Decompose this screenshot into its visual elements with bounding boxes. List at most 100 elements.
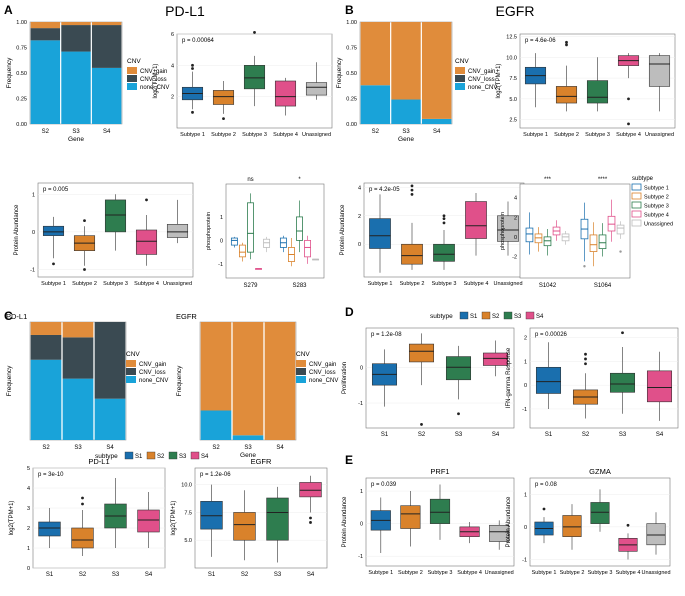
outlier-point bbox=[565, 40, 568, 44]
box bbox=[212, 90, 235, 105]
box bbox=[200, 501, 223, 530]
chart-title: GZMA bbox=[589, 467, 611, 476]
bar-cnv-gain bbox=[391, 22, 421, 100]
x-axis-label: Gene bbox=[240, 452, 256, 459]
legend-swatch bbox=[631, 210, 642, 218]
box bbox=[266, 497, 289, 541]
x-tick-label: S4 bbox=[307, 572, 315, 578]
chart-E1: -1 0 1 Subtype 1 Subtype 2 Subtype 3 Subtype 4… bbox=[342, 467, 515, 576]
x-axis-label: Gene bbox=[398, 136, 414, 143]
y-tick-label: -1 bbox=[358, 401, 363, 407]
bar-none-cnv bbox=[91, 67, 122, 124]
legend-title: subtype bbox=[430, 313, 453, 320]
p-value-annotation: p = 4.6e-06 bbox=[525, 38, 556, 44]
significance-label: ns bbox=[247, 177, 253, 183]
legend-swatch bbox=[124, 451, 134, 460]
bar-cnv-loss bbox=[61, 25, 91, 52]
legend-swatch bbox=[127, 67, 137, 74]
legend-swatch bbox=[146, 451, 156, 460]
outlier-point bbox=[145, 198, 148, 202]
x-tick-label: S1 bbox=[381, 432, 389, 438]
outlier-point bbox=[584, 352, 587, 356]
y-tick-label: -2 bbox=[512, 254, 517, 260]
bar-cnv-gain bbox=[62, 322, 94, 338]
x-tick-label: S3 bbox=[402, 129, 410, 135]
legend-swatch bbox=[296, 360, 306, 367]
box bbox=[433, 243, 455, 262]
significance-label: * bbox=[298, 177, 301, 183]
outlier-point bbox=[191, 63, 194, 67]
legend-label: CNV_loss bbox=[140, 77, 167, 83]
legend-swatch bbox=[525, 311, 535, 320]
outlier-point bbox=[83, 268, 86, 271]
bar-cnv-gain bbox=[61, 22, 91, 26]
y-axis-label: Protein Abundance bbox=[506, 496, 512, 547]
outlier-point bbox=[81, 502, 84, 506]
x-tick-label: Unassigned bbox=[485, 570, 514, 576]
box bbox=[429, 498, 451, 524]
x-tick-label: Subtype 2 bbox=[72, 281, 97, 287]
box bbox=[525, 227, 534, 243]
box bbox=[589, 234, 598, 252]
legend-title: subtype bbox=[632, 176, 654, 182]
x-tick-label: Subtype 2 bbox=[554, 132, 579, 138]
legend-title: CNV bbox=[126, 351, 140, 358]
legend-swatch bbox=[459, 311, 469, 320]
box bbox=[230, 237, 238, 246]
bar-none-cnv bbox=[30, 359, 62, 440]
legend-swatch bbox=[296, 376, 306, 383]
y-axis-label: log2(TPM+1) bbox=[496, 64, 502, 99]
box bbox=[535, 366, 562, 394]
box bbox=[497, 215, 519, 242]
y-tick-label: 1 bbox=[220, 215, 223, 221]
x-tick-label: S283 bbox=[292, 283, 307, 289]
y-axis-label: Protein Abundance bbox=[340, 204, 346, 255]
x-tick-label: Subtype 1 bbox=[532, 570, 557, 576]
y-tick-label: 4 bbox=[171, 63, 174, 69]
box bbox=[38, 521, 61, 537]
bar-none-cnv bbox=[94, 398, 126, 440]
x-tick-label: S4 bbox=[656, 432, 664, 438]
p-value-annotation: p = 1.2e-08 bbox=[371, 332, 402, 338]
x-tick-label: Subtype 4 bbox=[464, 281, 489, 287]
x-tick-label: Subtype 3 bbox=[103, 281, 128, 287]
x-tick-label: S4 bbox=[145, 572, 153, 578]
outlier-point bbox=[584, 362, 587, 366]
legend-label: Subtype 3 bbox=[644, 204, 669, 210]
legend-swatch bbox=[631, 219, 642, 227]
y-tick-label: 1 bbox=[524, 492, 527, 498]
legend-swatch bbox=[126, 360, 136, 367]
legend-label: Unassigned bbox=[644, 222, 673, 228]
box bbox=[646, 523, 666, 546]
panel-letter-e: E bbox=[345, 453, 353, 467]
legend-label: Subtype 1 bbox=[644, 186, 669, 192]
legend-swatch bbox=[127, 75, 137, 82]
legend-label: none_CNV bbox=[468, 85, 497, 91]
legend-label: S2 bbox=[157, 454, 165, 460]
chart-D2: -1 0 1 2 S1 S2 S3 S4 p = 0.00026 IFN-gamma Respon… bbox=[506, 327, 679, 438]
x-tick-label: Subtype 3 bbox=[585, 132, 610, 138]
x-tick-label: S4 bbox=[276, 445, 284, 451]
bar-cnv-gain bbox=[30, 22, 61, 29]
y-axis-label: phosphoprotein bbox=[500, 212, 506, 250]
outlier-point bbox=[457, 412, 460, 416]
y-tick-label: 3 bbox=[27, 506, 30, 512]
y-axis-label: IFN-gamma Response bbox=[506, 347, 512, 408]
chart-title: PD-L1 bbox=[6, 312, 27, 321]
legend-swatch bbox=[455, 75, 465, 82]
x-tick-label: Subtype 3 bbox=[588, 570, 613, 576]
p-value-annotation: p = 0.00026 bbox=[535, 332, 568, 338]
legend-title: subtype bbox=[95, 453, 118, 460]
y-tick-label: 1 bbox=[27, 546, 30, 552]
y-tick-label: 0 bbox=[524, 383, 527, 389]
y-axis-label: phosphoprotein bbox=[206, 212, 212, 250]
y-axis-label: Protein Abundance bbox=[14, 204, 20, 255]
x-tick-label: S1064 bbox=[594, 283, 612, 289]
bar-cnv-gain bbox=[264, 322, 296, 440]
bar-cnv-gain bbox=[91, 22, 122, 26]
box bbox=[586, 80, 609, 104]
x-tick-label: Subtype 1 bbox=[180, 132, 205, 138]
chart-B1: S2 S3 S4 0.00 0.25 0.50 0.75 1.00 Gene Frequency C… bbox=[336, 20, 497, 143]
x-tick-label: Unassigned bbox=[641, 570, 670, 576]
subtype-legend-C3: subtype S1 S2 S3 S4 bbox=[95, 451, 209, 460]
